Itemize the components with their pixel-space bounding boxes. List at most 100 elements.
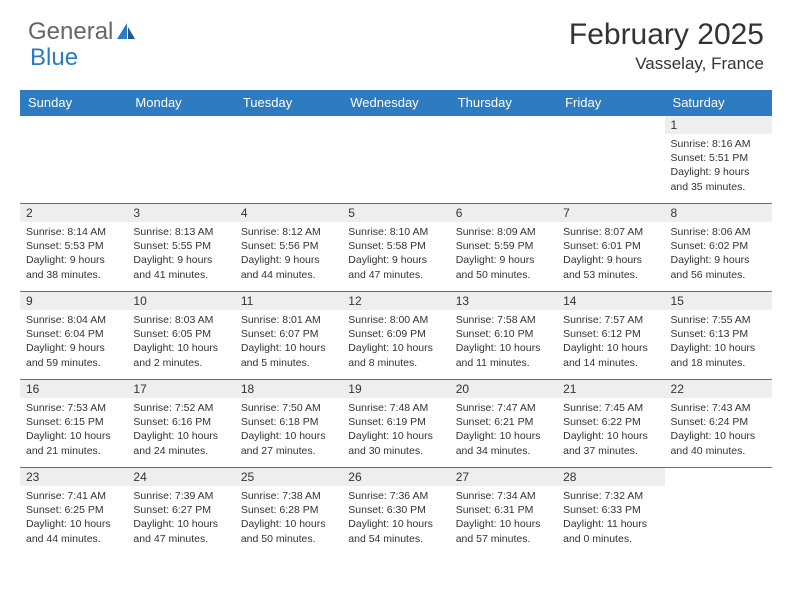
day-number: 16 — [20, 380, 127, 398]
day-info: Sunrise: 7:34 AMSunset: 6:31 PMDaylight:… — [450, 486, 557, 550]
day-number: 26 — [342, 468, 449, 486]
day-number: 27 — [450, 468, 557, 486]
day-info: Sunrise: 7:58 AMSunset: 6:10 PMDaylight:… — [450, 310, 557, 374]
logo-text-blue: Blue — [30, 44, 78, 72]
day-info: Sunrise: 8:06 AMSunset: 6:02 PMDaylight:… — [665, 222, 772, 286]
day-number: 8 — [665, 204, 772, 222]
calendar-cell: 2Sunrise: 8:14 AMSunset: 5:53 PMDaylight… — [20, 204, 127, 292]
day-info: Sunrise: 7:38 AMSunset: 6:28 PMDaylight:… — [235, 486, 342, 550]
day-number: 9 — [20, 292, 127, 310]
weekday-header: Monday — [127, 90, 234, 116]
weekday-header: Tuesday — [235, 90, 342, 116]
calendar-cell: 9Sunrise: 8:04 AMSunset: 6:04 PMDaylight… — [20, 292, 127, 380]
day-info: Sunrise: 8:09 AMSunset: 5:59 PMDaylight:… — [450, 222, 557, 286]
day-number: 3 — [127, 204, 234, 222]
day-number: 25 — [235, 468, 342, 486]
calendar-cell: 11Sunrise: 8:01 AMSunset: 6:07 PMDayligh… — [235, 292, 342, 380]
day-info: Sunrise: 7:39 AMSunset: 6:27 PMDaylight:… — [127, 486, 234, 550]
day-number: 28 — [557, 468, 664, 486]
month-title: February 2025 — [569, 18, 764, 52]
location: Vasselay, France — [569, 54, 764, 74]
calendar-cell: 28Sunrise: 7:32 AMSunset: 6:33 PMDayligh… — [557, 468, 664, 556]
calendar-cell-empty — [665, 468, 772, 556]
calendar-cell: 18Sunrise: 7:50 AMSunset: 6:18 PMDayligh… — [235, 380, 342, 468]
day-number: 14 — [557, 292, 664, 310]
calendar-cell: 23Sunrise: 7:41 AMSunset: 6:25 PMDayligh… — [20, 468, 127, 556]
calendar-cell-empty — [557, 116, 664, 204]
day-number: 17 — [127, 380, 234, 398]
day-number: 1 — [665, 116, 772, 134]
day-number: 11 — [235, 292, 342, 310]
day-info: Sunrise: 8:00 AMSunset: 6:09 PMDaylight:… — [342, 310, 449, 374]
calendar-cell: 15Sunrise: 7:55 AMSunset: 6:13 PMDayligh… — [665, 292, 772, 380]
calendar-table: SundayMondayTuesdayWednesdayThursdayFrid… — [20, 90, 772, 556]
calendar-cell: 12Sunrise: 8:00 AMSunset: 6:09 PMDayligh… — [342, 292, 449, 380]
day-info: Sunrise: 7:53 AMSunset: 6:15 PMDaylight:… — [20, 398, 127, 462]
calendar-cell: 26Sunrise: 7:36 AMSunset: 6:30 PMDayligh… — [342, 468, 449, 556]
calendar-cell-empty — [342, 116, 449, 204]
calendar-cell: 5Sunrise: 8:10 AMSunset: 5:58 PMDaylight… — [342, 204, 449, 292]
day-info: Sunrise: 8:10 AMSunset: 5:58 PMDaylight:… — [342, 222, 449, 286]
day-number: 13 — [450, 292, 557, 310]
day-info: Sunrise: 8:03 AMSunset: 6:05 PMDaylight:… — [127, 310, 234, 374]
day-info: Sunrise: 8:13 AMSunset: 5:55 PMDaylight:… — [127, 222, 234, 286]
calendar-cell: 24Sunrise: 7:39 AMSunset: 6:27 PMDayligh… — [127, 468, 234, 556]
day-number: 5 — [342, 204, 449, 222]
day-info: Sunrise: 8:04 AMSunset: 6:04 PMDaylight:… — [20, 310, 127, 374]
calendar-cell: 1Sunrise: 8:16 AMSunset: 5:51 PMDaylight… — [665, 116, 772, 204]
weekday-header: Friday — [557, 90, 664, 116]
calendar-cell: 27Sunrise: 7:34 AMSunset: 6:31 PMDayligh… — [450, 468, 557, 556]
day-info: Sunrise: 7:41 AMSunset: 6:25 PMDaylight:… — [20, 486, 127, 550]
weekday-header: Thursday — [450, 90, 557, 116]
calendar-cell-empty — [20, 116, 127, 204]
day-info: Sunrise: 7:43 AMSunset: 6:24 PMDaylight:… — [665, 398, 772, 462]
calendar-cell: 19Sunrise: 7:48 AMSunset: 6:19 PMDayligh… — [342, 380, 449, 468]
calendar-cell: 7Sunrise: 8:07 AMSunset: 6:01 PMDaylight… — [557, 204, 664, 292]
weekday-header: Wednesday — [342, 90, 449, 116]
day-number: 4 — [235, 204, 342, 222]
calendar-cell-empty — [235, 116, 342, 204]
day-number: 15 — [665, 292, 772, 310]
day-number: 12 — [342, 292, 449, 310]
calendar-cell: 4Sunrise: 8:12 AMSunset: 5:56 PMDaylight… — [235, 204, 342, 292]
calendar-cell: 3Sunrise: 8:13 AMSunset: 5:55 PMDaylight… — [127, 204, 234, 292]
calendar-cell: 6Sunrise: 8:09 AMSunset: 5:59 PMDaylight… — [450, 204, 557, 292]
calendar-row: 23Sunrise: 7:41 AMSunset: 6:25 PMDayligh… — [20, 468, 772, 556]
logo-text-general: General — [28, 18, 113, 46]
day-info: Sunrise: 8:01 AMSunset: 6:07 PMDaylight:… — [235, 310, 342, 374]
day-info: Sunrise: 7:48 AMSunset: 6:19 PMDaylight:… — [342, 398, 449, 462]
logo-sail-icon — [115, 21, 137, 41]
day-info: Sunrise: 7:55 AMSunset: 6:13 PMDaylight:… — [665, 310, 772, 374]
day-info: Sunrise: 7:45 AMSunset: 6:22 PMDaylight:… — [557, 398, 664, 462]
day-number: 21 — [557, 380, 664, 398]
day-info: Sunrise: 8:16 AMSunset: 5:51 PMDaylight:… — [665, 134, 772, 198]
day-info: Sunrise: 7:47 AMSunset: 6:21 PMDaylight:… — [450, 398, 557, 462]
day-info: Sunrise: 7:57 AMSunset: 6:12 PMDaylight:… — [557, 310, 664, 374]
calendar-cell: 14Sunrise: 7:57 AMSunset: 6:12 PMDayligh… — [557, 292, 664, 380]
calendar-cell: 8Sunrise: 8:06 AMSunset: 6:02 PMDaylight… — [665, 204, 772, 292]
calendar-cell: 17Sunrise: 7:52 AMSunset: 6:16 PMDayligh… — [127, 380, 234, 468]
day-number: 20 — [450, 380, 557, 398]
calendar-cell-empty — [450, 116, 557, 204]
day-number: 19 — [342, 380, 449, 398]
day-number: 6 — [450, 204, 557, 222]
weekday-header: Sunday — [20, 90, 127, 116]
calendar-cell: 21Sunrise: 7:45 AMSunset: 6:22 PMDayligh… — [557, 380, 664, 468]
calendar-cell: 13Sunrise: 7:58 AMSunset: 6:10 PMDayligh… — [450, 292, 557, 380]
calendar-row: 9Sunrise: 8:04 AMSunset: 6:04 PMDaylight… — [20, 292, 772, 380]
day-info: Sunrise: 7:36 AMSunset: 6:30 PMDaylight:… — [342, 486, 449, 550]
calendar-row: 1Sunrise: 8:16 AMSunset: 5:51 PMDaylight… — [20, 116, 772, 204]
day-number: 2 — [20, 204, 127, 222]
calendar-cell: 10Sunrise: 8:03 AMSunset: 6:05 PMDayligh… — [127, 292, 234, 380]
day-info: Sunrise: 7:50 AMSunset: 6:18 PMDaylight:… — [235, 398, 342, 462]
calendar-cell: 16Sunrise: 7:53 AMSunset: 6:15 PMDayligh… — [20, 380, 127, 468]
day-info: Sunrise: 7:52 AMSunset: 6:16 PMDaylight:… — [127, 398, 234, 462]
title-block: February 2025 Vasselay, France — [569, 18, 764, 74]
calendar-row: 16Sunrise: 7:53 AMSunset: 6:15 PMDayligh… — [20, 380, 772, 468]
calendar-row: 2Sunrise: 8:14 AMSunset: 5:53 PMDaylight… — [20, 204, 772, 292]
day-info: Sunrise: 8:14 AMSunset: 5:53 PMDaylight:… — [20, 222, 127, 286]
calendar-cell: 20Sunrise: 7:47 AMSunset: 6:21 PMDayligh… — [450, 380, 557, 468]
day-info: Sunrise: 8:12 AMSunset: 5:56 PMDaylight:… — [235, 222, 342, 286]
calendar-header-row: SundayMondayTuesdayWednesdayThursdayFrid… — [20, 90, 772, 116]
day-info: Sunrise: 8:07 AMSunset: 6:01 PMDaylight:… — [557, 222, 664, 286]
